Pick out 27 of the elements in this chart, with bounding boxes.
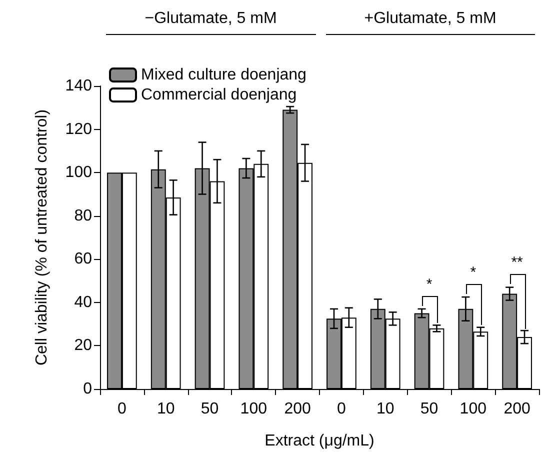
annotation: *: [426, 276, 432, 293]
y-tick-label: 0: [83, 380, 92, 398]
y-axis-title: Cell viability (% of untreated control): [34, 109, 50, 366]
y-tick-label: 140: [65, 78, 92, 94]
x-tick-label: 100: [240, 400, 268, 418]
text: −Glutamate, 5 mM: [106, 10, 316, 35]
x-tick-label: 10: [376, 400, 394, 418]
x-tick-label: 50: [420, 400, 438, 418]
y-tick-label: 60: [74, 250, 92, 268]
x-tick-label: 200: [284, 400, 311, 418]
text: +Glutamate, 5 mM: [326, 10, 535, 35]
x-tick-label: 0: [336, 400, 346, 418]
legend-label: Mixed culture doenjang: [141, 66, 306, 84]
annotation: *: [470, 264, 476, 282]
y-tick-label: 120: [65, 120, 92, 138]
legend-label: Commercial doenjang: [141, 86, 297, 104]
x-tick-label: 200: [504, 400, 530, 418]
annotation: **: [511, 254, 523, 272]
y-tick-label: 80: [74, 207, 92, 224]
x-tick-label: 0: [117, 400, 126, 418]
y-tick-label: 100: [65, 164, 92, 182]
y-tick-label: 20: [74, 337, 92, 354]
y-tick-label: 40: [74, 294, 92, 311]
x-tick-label: 50: [200, 400, 219, 418]
x-tick-label: 10: [156, 400, 175, 418]
x-axis-title: Extract (μg/mL): [264, 432, 374, 450]
x-tick-label: 100: [460, 400, 487, 418]
